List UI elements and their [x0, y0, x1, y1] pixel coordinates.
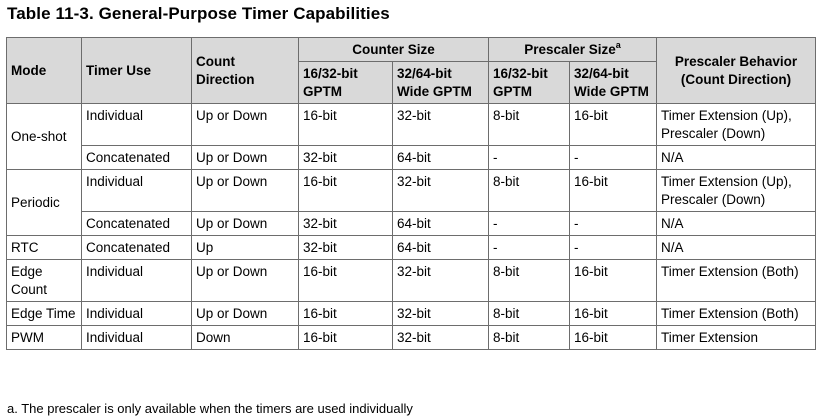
header-row: Mode Timer Use Count Direction Counter S… [6, 37, 817, 104]
counter-size-32-64-cell: 32-bit [391, 301, 490, 326]
table-row: Edge Time Individual Up or Down 16-bit 3… [6, 301, 817, 326]
header-prescaler-behavior: Prescaler Behavior (Count Direction) [656, 37, 817, 104]
timer-use-cell: Concatenated [81, 235, 192, 260]
prescaler-size-16-32-cell: 8-bit [488, 301, 571, 326]
timer-use-cell: Individual [81, 169, 192, 212]
prescaler-behavior-cell: N/A [656, 211, 817, 236]
table-row: Concatenated Up or Down 32-bit 64-bit - … [7, 211, 817, 236]
mode-cell: Edge Count [6, 259, 82, 302]
timer-use-cell: Individual [81, 103, 192, 146]
prescaler-size-16-32-cell: 8-bit [488, 259, 571, 302]
subheader-row: 16/32-bit GPTM 32/64-bit Wide GPTM 16/32… [7, 61, 816, 104]
prescaler-size-16-32-cell: - [488, 235, 571, 260]
counter-size-16-32-cell: 16-bit [298, 103, 393, 146]
counter-size-32-64-cell: 32-bit [391, 169, 490, 212]
count-direction-cell: Up or Down [191, 145, 299, 170]
prescaler-size-32-64-cell: 16-bit [569, 169, 658, 212]
counter-size-16-32-cell: 16-bit [298, 325, 393, 350]
timer-use-cell: Concatenated [81, 211, 192, 236]
prescaler-behavior-cell: Timer Extension (Up), Prescaler (Down) [656, 103, 817, 146]
counter-size-32-64-cell: 32-bit [391, 325, 490, 350]
prescaler-behavior-cell: Timer Extension (Up), Prescaler (Down) [656, 169, 817, 212]
counter-size-16-32-cell: 16-bit [298, 169, 393, 212]
timer-use-cell: Individual [81, 259, 192, 302]
prescaler-behavior-cell: Timer Extension (Both) [656, 301, 817, 326]
prescaler-behavior-cell: N/A [656, 235, 817, 260]
prescaler-size-32-64-cell: 16-bit [569, 325, 658, 350]
counter-size-16-32-cell: 16-bit [298, 301, 393, 326]
table-row: PWM Individual Down 16-bit 32-bit 8-bit … [6, 325, 817, 350]
count-direction-cell: Up or Down [191, 103, 299, 146]
timer-use-cell: Concatenated [81, 145, 192, 170]
prescaler-size-16-32-cell: 8-bit [488, 325, 571, 350]
header-prescaler-size-label: Prescaler Size [524, 42, 616, 57]
table-row: Edge Count Individual Up or Down 16-bit … [6, 259, 817, 302]
count-direction-cell: Up [191, 235, 299, 260]
mode-cell: Edge Time [6, 301, 82, 326]
counter-size-16-32-cell: 32-bit [298, 235, 393, 260]
counter-size-32-64-cell: 32-bit [391, 103, 490, 146]
prescaler-size-32-64-cell: 16-bit [569, 301, 658, 326]
count-direction-cell: Up or Down [191, 259, 299, 302]
counter-size-16-32-cell: 32-bit [298, 145, 393, 170]
prescaler-size-32-64-cell: - [569, 145, 658, 170]
counter-size-32-64-cell: 64-bit [391, 211, 490, 236]
count-direction-cell: Up or Down [191, 301, 299, 326]
prescaler-size-16-32-cell: 8-bit [488, 169, 571, 212]
counter-size-32-64-cell: 32-bit [391, 259, 490, 302]
table-row: RTC Concatenated Up 32-bit 64-bit - - N/… [6, 235, 817, 260]
prescaler-behavior-cell: Timer Extension (Both) [656, 259, 817, 302]
mode-cell: One-shot [6, 103, 82, 170]
header-counter-32-64: 32/64-bit Wide GPTM [391, 61, 490, 104]
table-row: Periodic Individual Up or Down 16-bit 32… [6, 169, 817, 236]
header-prescaler-16-32: 16/32-bit GPTM [488, 61, 571, 104]
counter-size-16-32-cell: 16-bit [298, 259, 393, 302]
prescaler-behavior-cell: Timer Extension [656, 325, 817, 350]
header-prescaler-size: Prescaler Sizea [488, 37, 658, 62]
prescaler-size-16-32-cell: - [488, 211, 571, 236]
count-direction-cell: Down [191, 325, 299, 350]
counter-size-16-32-cell: 32-bit [298, 211, 393, 236]
count-direction-cell: Up or Down [191, 211, 299, 236]
prescaler-size-32-64-cell: - [569, 235, 658, 260]
mode-cell: PWM [6, 325, 82, 350]
counter-size-32-64-cell: 64-bit [391, 235, 490, 260]
timer-capabilities-table: Mode Timer Use Count Direction Counter S… [6, 37, 817, 350]
prescaler-size-16-32-cell: 8-bit [488, 103, 571, 146]
footnote-marker: a [615, 40, 621, 50]
timer-use-cell: Individual [81, 325, 192, 350]
prescaler-behavior-cell: N/A [656, 145, 817, 170]
header-timer-use: Timer Use [81, 37, 192, 104]
table-row: One-shot Individual Up or Down 16-bit 32… [6, 103, 817, 170]
header-counter-16-32: 16/32-bit GPTM [298, 61, 393, 104]
table-title: Table 11-3. General-Purpose Timer Capabi… [7, 4, 390, 23]
mode-cell: Periodic [6, 169, 82, 236]
header-count-direction: Count Direction [191, 37, 299, 104]
prescaler-size-16-32-cell: - [488, 145, 571, 170]
header-prescaler-32-64: 32/64-bit Wide GPTM [569, 61, 658, 104]
header-counter-size: Counter Size [297, 37, 490, 62]
table-row: Concatenated Up or Down 32-bit 64-bit - … [7, 145, 817, 170]
mode-cell: RTC [6, 235, 82, 260]
timer-use-cell: Individual [81, 301, 192, 326]
counter-size-32-64-cell: 64-bit [391, 145, 490, 170]
footnote: a. The prescaler is only available when … [7, 401, 413, 416]
prescaler-size-32-64-cell: 16-bit [569, 103, 658, 146]
prescaler-size-32-64-cell: 16-bit [569, 259, 658, 302]
count-direction-cell: Up or Down [191, 169, 299, 212]
header-mode: Mode [6, 37, 82, 104]
prescaler-size-32-64-cell: - [569, 211, 658, 236]
